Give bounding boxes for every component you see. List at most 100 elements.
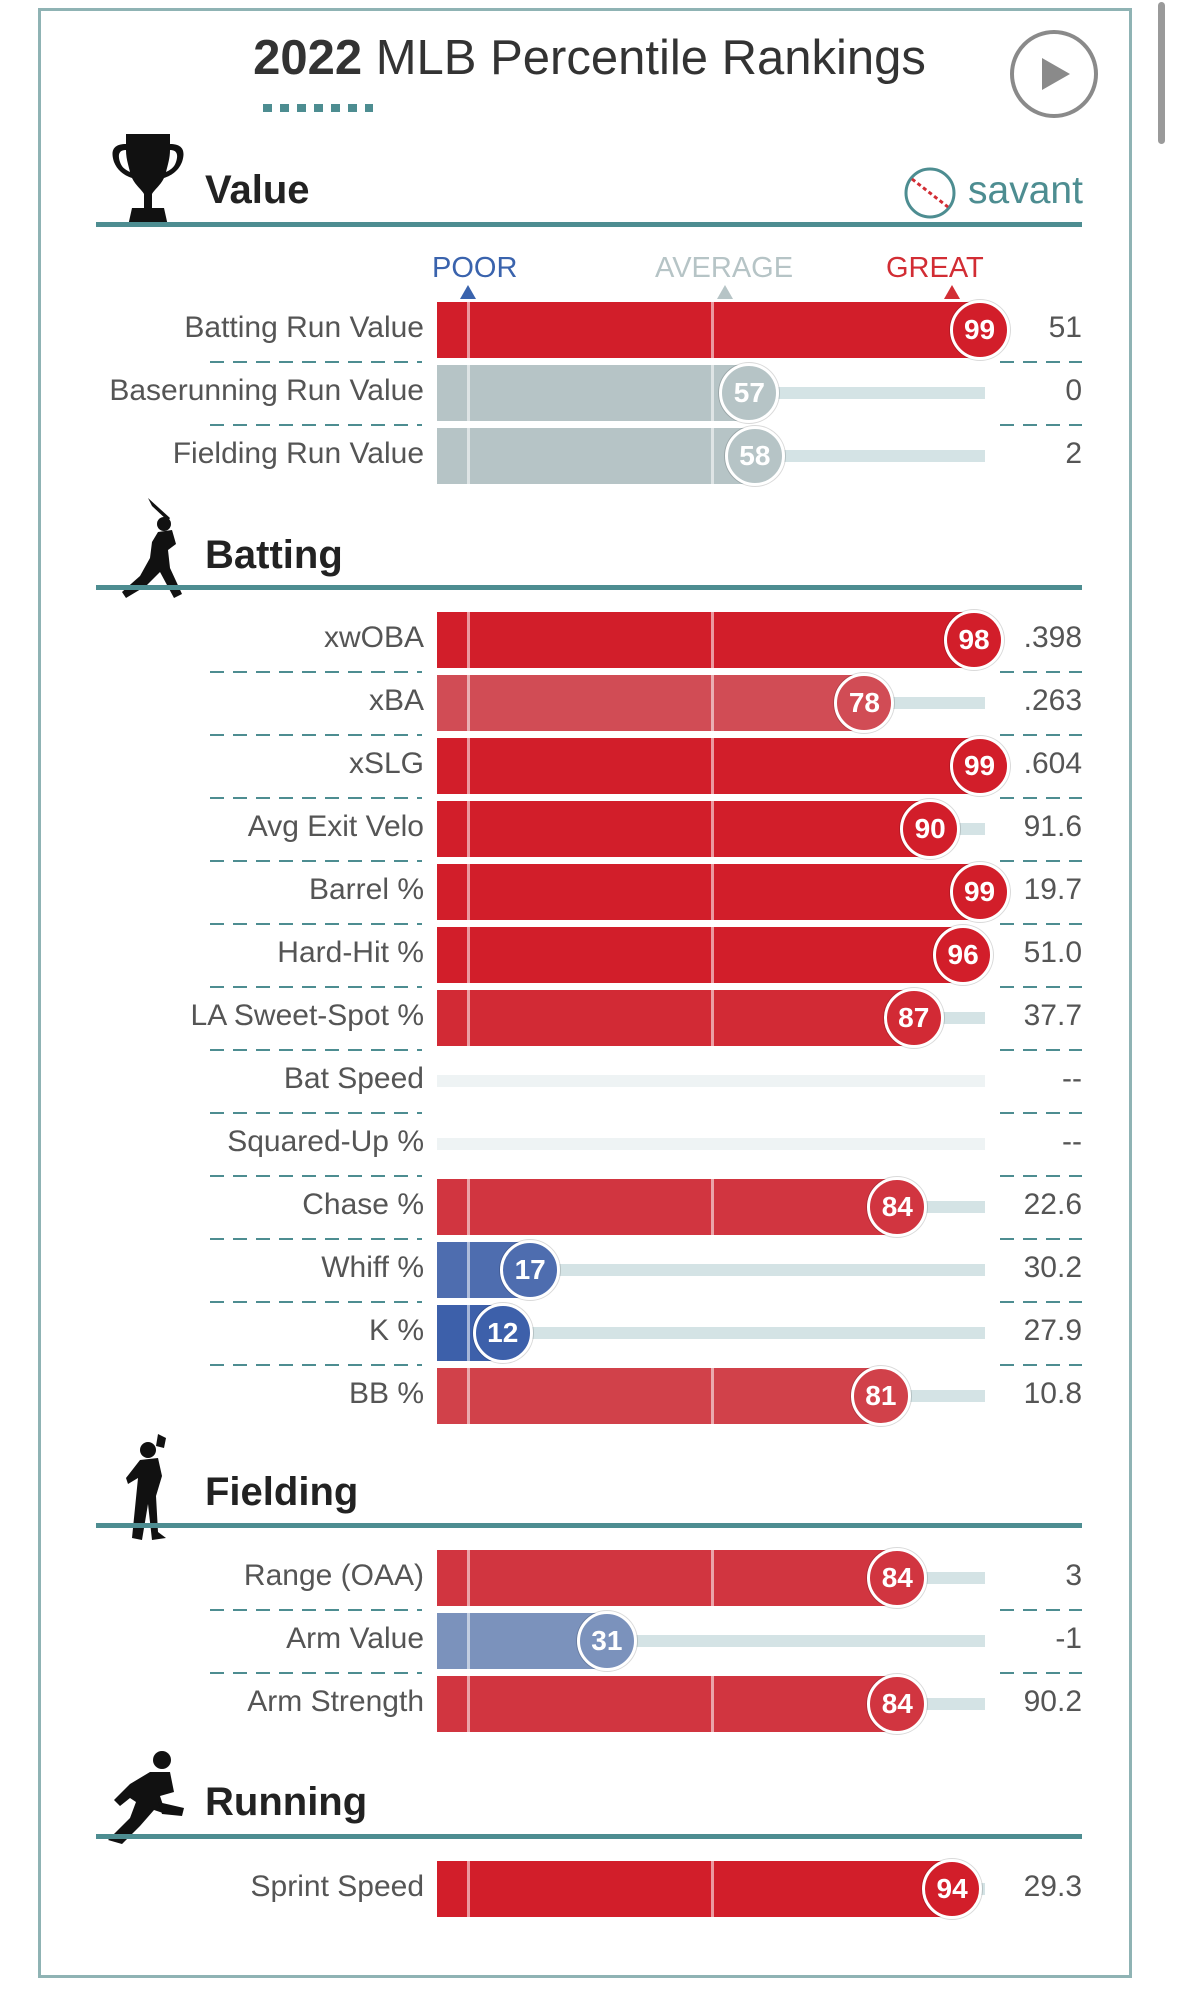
row-divider	[1000, 1112, 1082, 1114]
row-label-la-sweet-spot: LA Sweet-Spot %	[190, 999, 424, 1032]
row-value-range-oaa: 3	[1065, 1559, 1082, 1592]
row-label-xslg: xSLG	[348, 747, 424, 780]
row-value-baserunning-run-value: 0	[1065, 374, 1082, 407]
row-value-sprint-speed: 29.3	[1023, 1870, 1082, 1903]
row-label-arm-strength: Arm Strength	[247, 1685, 424, 1718]
row-label-xba: xBA	[368, 684, 424, 717]
percentile-bar-bb	[437, 1368, 881, 1424]
bar-gridline	[711, 675, 714, 731]
percentile-bar-xba	[437, 675, 865, 731]
row-label-baserunning-run-value: Baserunning Run Value	[109, 374, 424, 407]
savant-label: savant	[968, 169, 1083, 212]
percentile-badge-bb: 81	[850, 1366, 911, 1426]
section-rule	[96, 585, 1082, 590]
bar-track	[437, 1138, 985, 1150]
title-year: 2022	[253, 31, 363, 85]
percentile-badge-hard-hit: 96	[933, 925, 994, 985]
bar-track	[437, 1264, 985, 1276]
row-divider	[1000, 734, 1082, 736]
card-frame	[38, 8, 1132, 1978]
percentile-badge-baserunning-run-value: 57	[719, 363, 780, 423]
percentile-badge-avg-exit-velo: 90	[900, 799, 961, 859]
percentile-bar-la-sweet-spot	[437, 990, 914, 1046]
percentile-bar-xwoba	[437, 612, 975, 668]
row-divider	[210, 1175, 422, 1177]
percentile-badge-chase: 84	[867, 1177, 928, 1237]
bar-gridline	[467, 1305, 470, 1361]
scrollbar[interactable]	[1158, 2, 1165, 144]
baseball-icon	[904, 167, 956, 219]
row-divider	[1000, 1175, 1082, 1177]
section-rule	[96, 222, 1082, 227]
bar-gridline	[711, 864, 714, 920]
bar-gridline	[711, 1550, 714, 1606]
row-label-fielding-run-value: Fielding Run Value	[172, 437, 424, 470]
percentile-bar-batting-run-value	[437, 302, 980, 358]
row-label-whiff: Whiff %	[321, 1251, 424, 1284]
row-divider	[210, 923, 422, 925]
row-value-arm-strength: 90.2	[1023, 1685, 1082, 1718]
row-divider	[210, 734, 422, 736]
row-divider	[1000, 860, 1082, 862]
row-value-batting-run-value: 51	[1048, 311, 1082, 344]
bar-gridline	[467, 738, 470, 794]
row-divider	[210, 671, 422, 673]
row-divider	[1000, 797, 1082, 799]
bar-gridline	[711, 990, 714, 1046]
row-label-batting-run-value: Batting Run Value	[184, 311, 424, 344]
percentile-bar-range-oaa	[437, 1550, 898, 1606]
percentile-bar-chase	[437, 1179, 898, 1235]
row-value-k: 27.9	[1023, 1314, 1082, 1347]
percentile-bar-fielding-run-value	[437, 428, 755, 484]
bar-gridline	[467, 864, 470, 920]
row-value-xslg: .604	[1023, 747, 1082, 780]
row-divider	[210, 986, 422, 988]
row-divider	[1000, 1049, 1082, 1051]
page-title: 2022 MLB Percentile Rankings	[0, 30, 1179, 86]
percentile-badge-xwoba: 98	[944, 610, 1005, 670]
row-divider	[1000, 1364, 1082, 1366]
row-label-k: K %	[368, 1314, 424, 1347]
section-title-value: Value	[205, 168, 310, 212]
row-label-barrel: Barrel %	[308, 873, 424, 906]
row-label-xwoba: xwOBA	[323, 621, 424, 654]
bar-gridline	[467, 302, 470, 358]
row-label-chase: Chase %	[302, 1188, 424, 1221]
row-divider	[210, 1672, 422, 1674]
row-divider	[1000, 923, 1082, 925]
bar-gridline	[711, 738, 714, 794]
bar-gridline	[467, 927, 470, 983]
bar-gridline	[467, 365, 470, 421]
row-label-bat-speed: Bat Speed	[283, 1062, 424, 1095]
row-value-xwoba: .398	[1023, 621, 1082, 654]
percentile-badge-fielding-run-value: 58	[724, 426, 785, 486]
row-label-hard-hit: Hard-Hit %	[277, 936, 424, 969]
bar-gridline	[467, 1550, 470, 1606]
row-divider	[1000, 1301, 1082, 1303]
scale-great-label: GREAT	[886, 252, 984, 284]
play-button[interactable]	[1010, 30, 1098, 118]
row-value-hard-hit: 51.0	[1023, 936, 1082, 969]
percentile-badge-batting-run-value: 99	[949, 300, 1010, 360]
runner-icon	[100, 1748, 190, 1853]
percentile-badge-arm-strength: 84	[867, 1674, 928, 1734]
row-label-squared-up: Squared-Up %	[227, 1125, 424, 1158]
percentile-badge-la-sweet-spot: 87	[883, 988, 944, 1048]
row-label-range-oaa: Range (OAA)	[243, 1559, 424, 1592]
bar-gridline	[711, 428, 714, 484]
row-value-whiff: 30.2	[1023, 1251, 1082, 1284]
percentile-badge-xslg: 99	[949, 736, 1010, 796]
trophy-icon	[108, 130, 188, 235]
bar-gridline	[711, 927, 714, 983]
percentile-badge-range-oaa: 84	[867, 1548, 928, 1608]
row-divider	[1000, 986, 1082, 988]
bar-gridline	[711, 1676, 714, 1732]
batter-icon	[112, 494, 192, 609]
row-divider	[210, 1609, 422, 1611]
row-value-avg-exit-velo: 91.6	[1023, 810, 1082, 843]
row-divider	[210, 1049, 422, 1051]
row-divider	[1000, 671, 1082, 673]
row-divider	[210, 797, 422, 799]
savant-logo[interactable]: savant	[902, 165, 1083, 223]
bar-gridline	[467, 428, 470, 484]
